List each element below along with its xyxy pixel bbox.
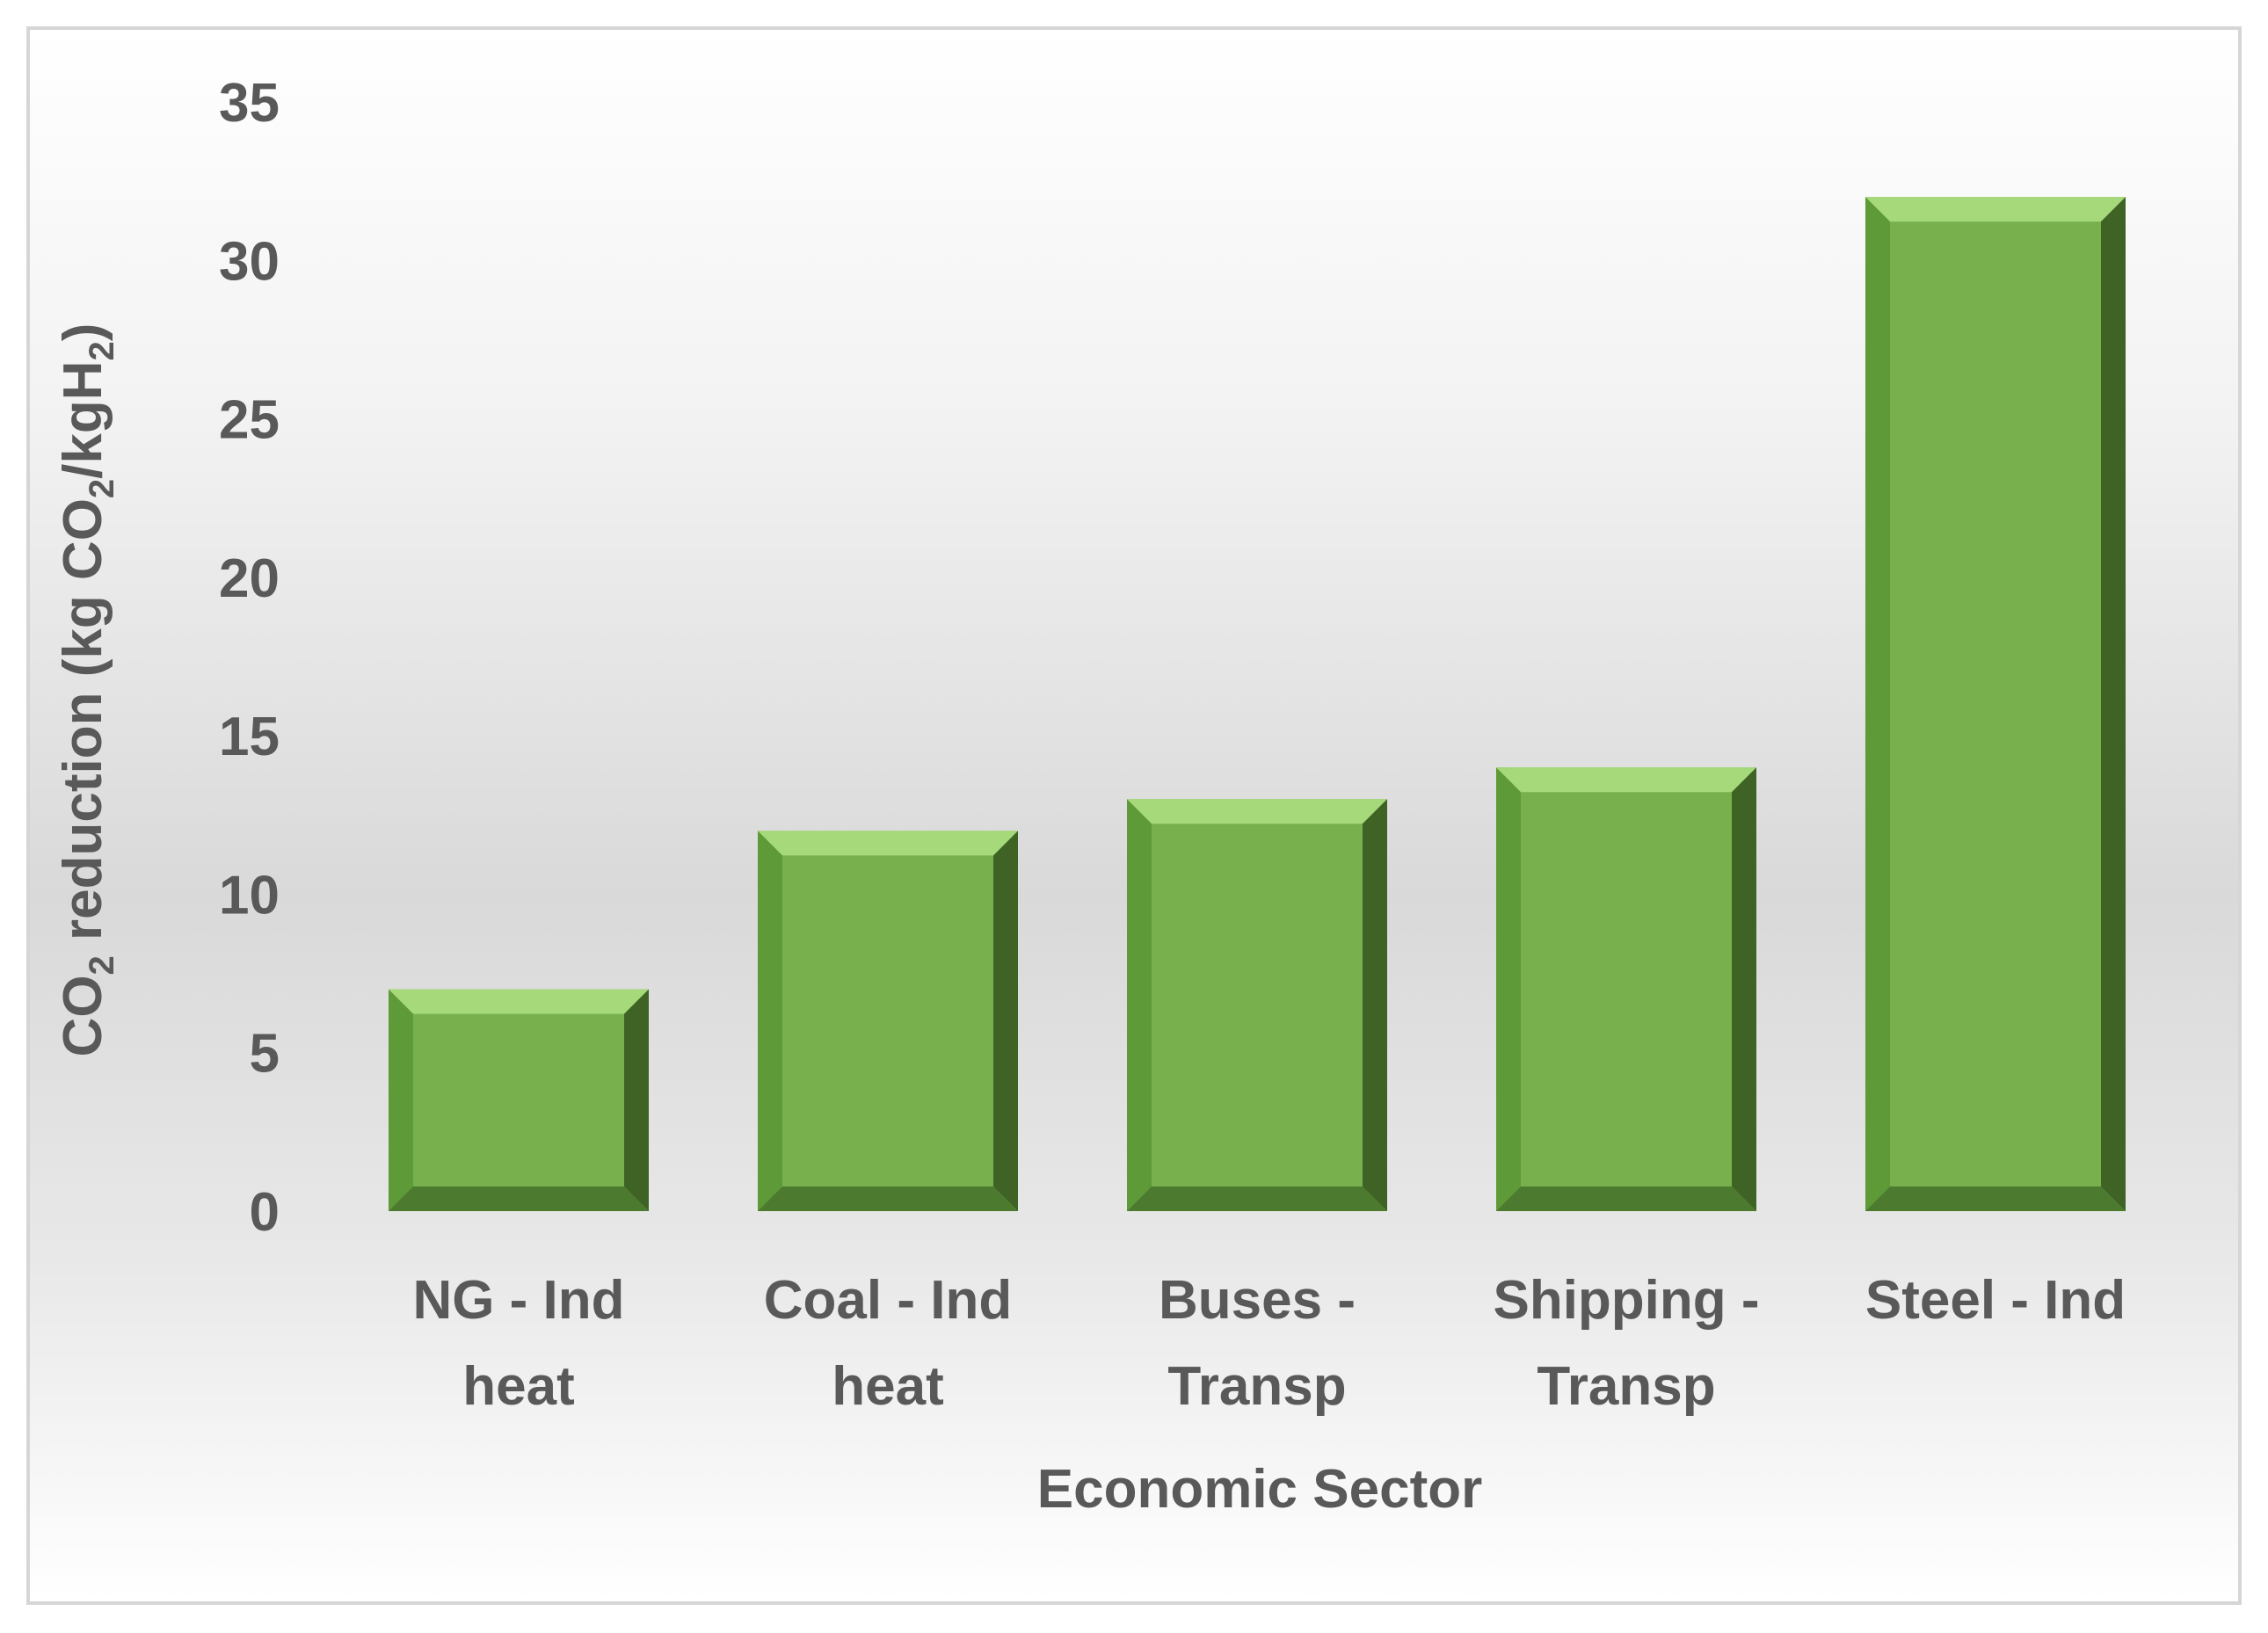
bar-bevel-bottom	[389, 1187, 649, 1211]
bar-bevel-top	[1865, 197, 2126, 222]
x-category-label: Transp	[1537, 1356, 1715, 1417]
y-tick-label: 10	[219, 865, 280, 925]
bar-body	[1496, 767, 1756, 1211]
bar-bevel-left	[1496, 767, 1521, 1211]
bar-bevel-top	[389, 989, 649, 1014]
bar-bevel-left	[758, 831, 782, 1211]
y-tick-label: 35	[219, 73, 280, 134]
bar-bevel-right	[1363, 799, 1387, 1211]
bar-bevel-left	[389, 989, 413, 1211]
bar-bevel-bottom	[1127, 1187, 1387, 1211]
x-category-label: Coal - Ind	[764, 1270, 1012, 1331]
bar-body	[389, 989, 649, 1211]
bar	[758, 831, 1018, 1211]
x-category-label: NG - Ind	[412, 1270, 624, 1331]
bar-bevel-bottom	[758, 1187, 1018, 1211]
x-axis-title: Economic Sector	[1037, 1459, 1482, 1520]
bar	[1127, 799, 1387, 1211]
x-axis-category-labels: NG - Ind heat Coal - Ind heat Buses - Transp S…	[412, 1270, 2126, 1417]
bar-bevel-left	[1865, 197, 1890, 1212]
bar-bevel-bottom	[1496, 1187, 1756, 1211]
bar-body	[1865, 197, 2126, 1212]
y-tick-label: 15	[219, 707, 280, 767]
y-tick-label: 0	[250, 1182, 280, 1243]
bar-body	[1127, 799, 1387, 1211]
y-axis-title: CO2 reduction (kg CO2/kgH2)	[53, 323, 121, 1057]
bar-bevel-top	[758, 831, 1018, 856]
x-category-label: heat	[832, 1356, 943, 1417]
y-axis-ticks: 0 5 10 15 20 25 30 35	[219, 73, 280, 1243]
bar-body	[758, 831, 1018, 1211]
bar-bevel-top	[1127, 799, 1387, 824]
x-category-label: Buses -	[1159, 1270, 1356, 1331]
y-tick-label: 20	[219, 548, 280, 609]
bar-bevel-left	[1127, 799, 1152, 1211]
bar-bevel-right	[1732, 767, 1756, 1211]
x-category-label: Transp	[1167, 1356, 1346, 1417]
bars	[389, 197, 2126, 1212]
bar-bevel-right	[993, 831, 1018, 1211]
y-tick-label: 25	[219, 390, 280, 451]
x-category-label: Steel - Ind	[1865, 1270, 2126, 1331]
x-category-label: heat	[462, 1356, 574, 1417]
bar	[1865, 197, 2126, 1212]
bar-bevel-bottom	[1865, 1187, 2126, 1211]
y-tick-label: 30	[219, 231, 280, 292]
bar-bevel-right	[2101, 197, 2126, 1212]
bar	[389, 989, 649, 1211]
bar-bevel-top	[1496, 767, 1756, 793]
x-category-label: Shipping -	[1493, 1270, 1759, 1331]
bar-bevel-right	[624, 989, 649, 1211]
y-tick-label: 5	[250, 1024, 280, 1085]
bar	[1496, 767, 1756, 1211]
